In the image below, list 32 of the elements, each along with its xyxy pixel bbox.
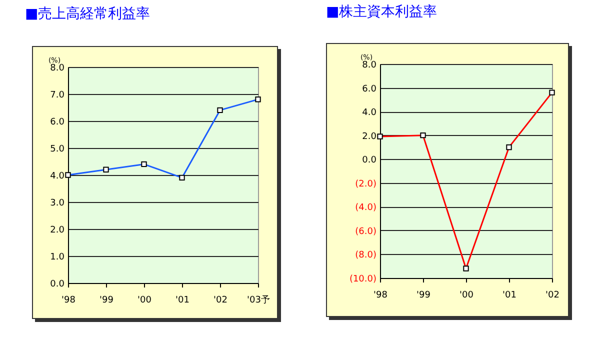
y-tick-label: (6.0): [355, 226, 376, 237]
y-tick-label: 7.0: [50, 90, 65, 100]
y-tick-label: 2.0: [362, 132, 377, 142]
x-tick-label: '02: [214, 296, 228, 306]
x-tick-label: '99: [100, 296, 114, 306]
y-tick-label: 6.0: [362, 84, 377, 94]
x-tick-label: '01: [176, 296, 190, 306]
y-tick-label: (4.0): [355, 203, 376, 214]
chart-title: ■売上高経常利益率: [25, 5, 150, 23]
x-tick-label: '00: [460, 290, 474, 300]
x-tick-label: '03予: [247, 294, 270, 306]
y-tick-label: (2.0): [355, 179, 376, 190]
y-tick-label: (10.0): [349, 274, 376, 284]
x-tick-label: '01: [502, 290, 516, 300]
y-tick-label: 8.0: [50, 64, 65, 74]
y-tick-label: 5.0: [50, 144, 65, 154]
y-tick-label: 4.0: [50, 172, 65, 182]
y-tick-label: 8.0: [362, 60, 377, 70]
x-tick-label: '98: [374, 290, 388, 300]
y-tick-label: 3.0: [50, 198, 65, 208]
x-tick-label: '98: [62, 296, 76, 306]
x-tick-label: '00: [138, 296, 152, 306]
y-tick-label: 0.0: [362, 156, 377, 166]
x-tick-label: '99: [416, 290, 431, 300]
x-tick-label: '02: [546, 290, 560, 300]
y-tick-label: (8.0): [355, 250, 376, 261]
y-tick-label: 6.0: [50, 118, 65, 128]
y-tick-label: 4.0: [362, 108, 377, 118]
y-tick-label: 2.0: [50, 226, 65, 236]
chart-title: ■株主資本利益率: [326, 3, 438, 21]
y-tick-label: 1.0: [50, 252, 65, 262]
y-tick-label: 0.0: [50, 280, 65, 290]
